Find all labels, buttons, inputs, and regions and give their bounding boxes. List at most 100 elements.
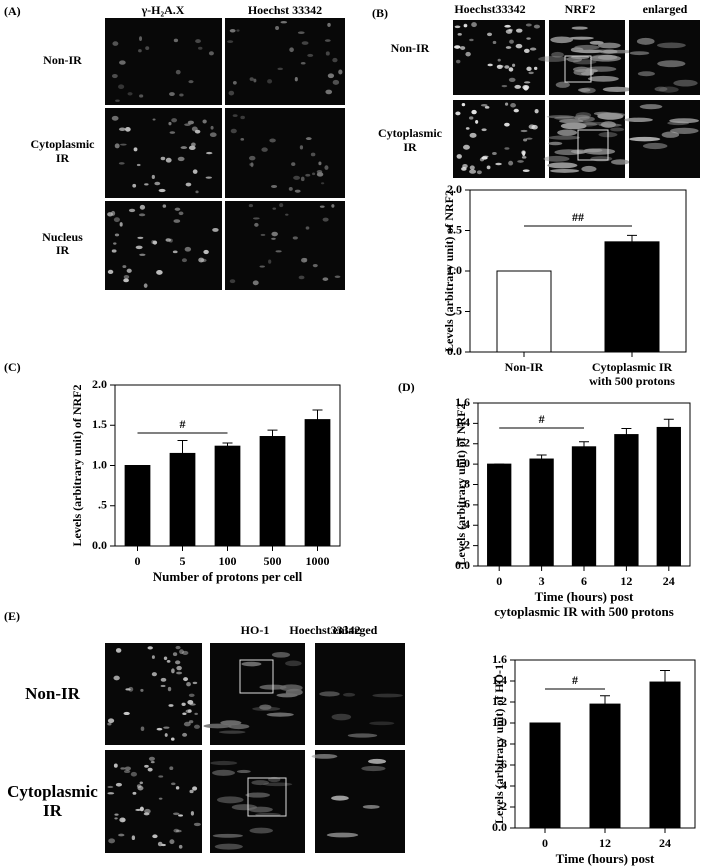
cell (288, 187, 293, 191)
micrograph (105, 643, 202, 745)
x-tick-label: 12 (620, 574, 633, 588)
cell (597, 54, 618, 60)
cell (551, 51, 564, 58)
bar (656, 426, 681, 567)
cell (587, 75, 619, 82)
cell (549, 168, 580, 173)
y-axis-title: Levels (arbitrary unit) of NRF2 (442, 190, 456, 352)
cell (571, 26, 588, 30)
cell (198, 257, 205, 263)
y-tick-label: .8 (461, 476, 470, 490)
micrograph (225, 108, 345, 198)
cell (115, 782, 122, 787)
cell (232, 114, 238, 117)
cell (504, 147, 510, 150)
cell (550, 36, 574, 44)
cell (559, 119, 584, 124)
cell (250, 162, 254, 168)
cell (189, 703, 196, 706)
cell (205, 176, 212, 179)
cell (522, 151, 526, 157)
cell (227, 40, 234, 44)
cell (285, 213, 289, 216)
micrograph (225, 18, 345, 105)
cell (510, 103, 516, 108)
cell (144, 808, 151, 814)
x-tick-label: 12 (599, 836, 611, 850)
cell (245, 792, 271, 798)
row-label: Non-IR (25, 684, 80, 703)
cell (297, 31, 305, 34)
cell (525, 23, 532, 27)
cell (543, 155, 570, 162)
row-label: Cytoplasmic IR (7, 781, 98, 821)
cell (188, 80, 194, 84)
cell (154, 181, 161, 186)
cell (523, 81, 531, 84)
cell (175, 829, 182, 833)
cell (111, 249, 117, 253)
cell (158, 797, 163, 800)
cell (369, 721, 395, 726)
cell (657, 60, 686, 68)
cell (347, 733, 378, 738)
cell (122, 265, 127, 268)
column-header: Hoechst33342 (289, 623, 360, 637)
cell (192, 681, 198, 685)
cell (637, 71, 655, 77)
row-label: Cytoplasmic IR (378, 126, 442, 154)
cell (661, 131, 680, 138)
cell (187, 120, 194, 125)
x-tick-label: 6 (581, 574, 587, 588)
cell (547, 162, 578, 169)
cell (163, 656, 168, 661)
cell (229, 28, 236, 33)
cell (139, 204, 146, 210)
cell (560, 122, 587, 130)
cell (188, 720, 194, 724)
cell (144, 183, 149, 186)
cell (118, 84, 125, 90)
cell (321, 182, 325, 185)
x-axis-title: Time (hours) post cytoplasmic IR with 50… (494, 589, 674, 619)
cell (188, 693, 195, 697)
cell (460, 46, 466, 50)
cell (526, 66, 532, 72)
cell (531, 124, 538, 130)
cell (455, 111, 461, 116)
cell (590, 156, 613, 162)
cell (275, 250, 282, 253)
x-tick-label: 500 (263, 554, 282, 568)
cell (114, 813, 119, 816)
cell (523, 85, 529, 91)
cell (140, 726, 145, 731)
cell (600, 121, 617, 128)
cell (266, 712, 294, 717)
zoom-box (247, 777, 287, 817)
cell (471, 109, 477, 115)
cell (253, 78, 257, 83)
cell (525, 137, 533, 140)
cell (277, 67, 283, 71)
cell (194, 129, 201, 134)
error-bar (267, 429, 278, 437)
cell (249, 827, 273, 834)
cell (127, 92, 133, 96)
cell (285, 688, 303, 696)
cell (176, 665, 182, 671)
cell (312, 263, 318, 268)
cell (557, 129, 578, 136)
cell (170, 737, 175, 741)
cell (579, 87, 596, 94)
cell (307, 53, 314, 57)
cell (172, 652, 178, 657)
cell (236, 29, 240, 32)
y-tick-label: 1.0 (92, 457, 107, 471)
row-label: Nucleus IR (42, 229, 83, 258)
cell (361, 765, 386, 772)
cell (123, 711, 130, 716)
cell (188, 145, 196, 150)
cell (193, 724, 200, 729)
bar (259, 436, 286, 547)
